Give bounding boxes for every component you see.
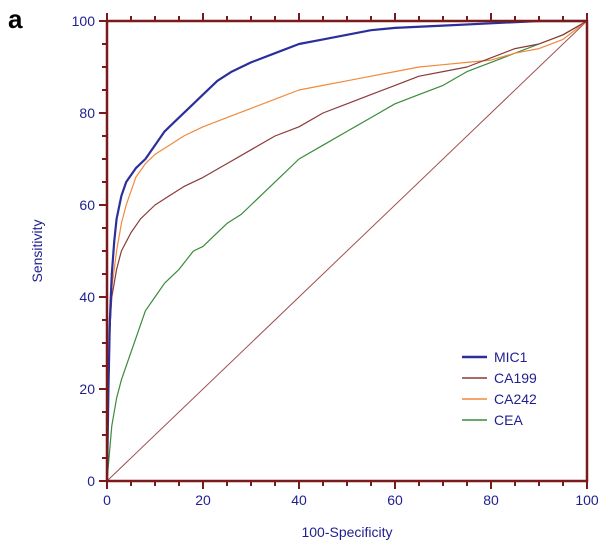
x-tick-label: 0 [103, 492, 111, 508]
y-tick-label: 80 [79, 105, 95, 121]
y-tick-label: 100 [72, 13, 96, 29]
y-axis-title: Sensitivity [29, 219, 45, 282]
x-axis-title: 100-Specificity [301, 524, 392, 540]
reference-diagonal-layer [106, 20, 588, 482]
legend: MIC1 CA199 CA242 CEA [462, 349, 537, 428]
panel-letter: a [8, 4, 23, 34]
legend-label-ca242: CA242 [494, 391, 537, 407]
x-tick-label: 60 [387, 492, 403, 508]
legend-label-mic1: MIC1 [494, 349, 528, 365]
series-line-mic1 [105, 19, 587, 482]
y-tick-label: 40 [79, 289, 95, 305]
y-tick-label: 0 [87, 473, 95, 489]
x-tick-label: 80 [483, 492, 499, 508]
series-line-ca242 [106, 20, 588, 482]
series-layer [105, 19, 588, 482]
series-line-cea [106, 20, 588, 482]
y-tick-label: 60 [79, 197, 95, 213]
reference-diagonal-line [106, 20, 588, 482]
ticks-layer: 0 20 40 60 80 100 0 20 40 60 80 100 [72, 13, 599, 508]
x-tick-label: 40 [291, 492, 307, 508]
x-tick-label: 20 [195, 492, 211, 508]
series-line-ca199 [106, 20, 588, 482]
x-tick-label: 100 [575, 492, 599, 508]
y-tick-label: 20 [79, 381, 95, 397]
legend-label-cea: CEA [494, 412, 523, 428]
legend-label-ca199: CA199 [494, 370, 537, 386]
